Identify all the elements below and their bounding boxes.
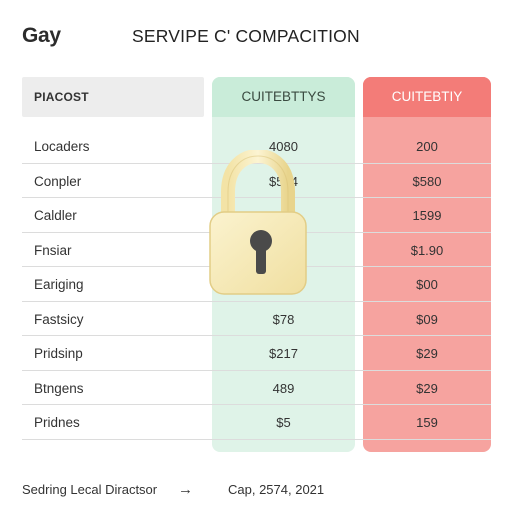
row-label: Pridnes	[34, 415, 80, 430]
table-row[interactable]: Eariging $00	[22, 267, 491, 302]
row-value-plan-b: 159	[416, 415, 438, 430]
row-label: Eariging	[34, 277, 84, 292]
footer-text[interactable]: Sedring Lecal Diractsor	[22, 482, 158, 497]
footer-date: Cap, 2574, 2021	[228, 482, 325, 497]
row-label: Caldler	[34, 208, 77, 223]
column-header-product-label: PIACOST	[34, 90, 89, 104]
brand-logo: Gay	[22, 24, 61, 47]
table-row[interactable]: Fastsicy $78 $09	[22, 302, 491, 336]
padlock-icon	[209, 150, 307, 295]
row-value-plan-b: $1.90	[410, 242, 444, 258]
row-value-plan-a: 4080	[269, 139, 298, 154]
row-value-plan-b: $29	[416, 380, 438, 396]
column-header-plan-b[interactable]: CUITEBTIY	[363, 77, 491, 117]
table-row[interactable]: Pridnes $5 159	[22, 405, 491, 440]
row-value-plan-b: $580	[412, 173, 442, 189]
row-value-plan-a: $217	[269, 346, 298, 361]
table-row[interactable]: Btngens 489 $29	[22, 371, 491, 405]
row-value-plan-b: 200	[416, 139, 438, 154]
row-label: Fnsiar	[34, 242, 72, 258]
table-body: Locaders 4080 200 Conpler $594 $580 Cald…	[22, 129, 491, 440]
row-label: Pridsinp	[34, 346, 83, 361]
row-value-plan-b: $29	[416, 346, 438, 361]
column-header-product: PIACOST	[22, 77, 204, 117]
arrow-right-icon: →	[178, 481, 193, 498]
row-label: Locaders	[34, 139, 90, 154]
row-label: Conpler	[34, 173, 82, 189]
column-header-plan-a[interactable]: CUITEBTTYS	[212, 77, 355, 117]
row-label: Fastsicy	[34, 311, 84, 327]
row-value-plan-a: 489	[272, 380, 295, 396]
row-value-plan-b: 1599	[412, 208, 442, 223]
row-label: Btngens	[34, 380, 84, 396]
row-value-plan-b: $09	[416, 311, 438, 327]
row-value-plan-a: $78	[272, 311, 295, 327]
row-value-plan-b: $00	[416, 277, 438, 292]
table-row[interactable]: Pridsinp $217 $29	[22, 336, 491, 371]
table-header: PIACOST CUITEBTTYS CUITEBTIY	[22, 77, 491, 117]
red-column-background	[363, 77, 491, 452]
page-title: SERVIPE C' COMPACITION	[132, 26, 360, 46]
row-value-plan-a: $5	[276, 415, 291, 430]
